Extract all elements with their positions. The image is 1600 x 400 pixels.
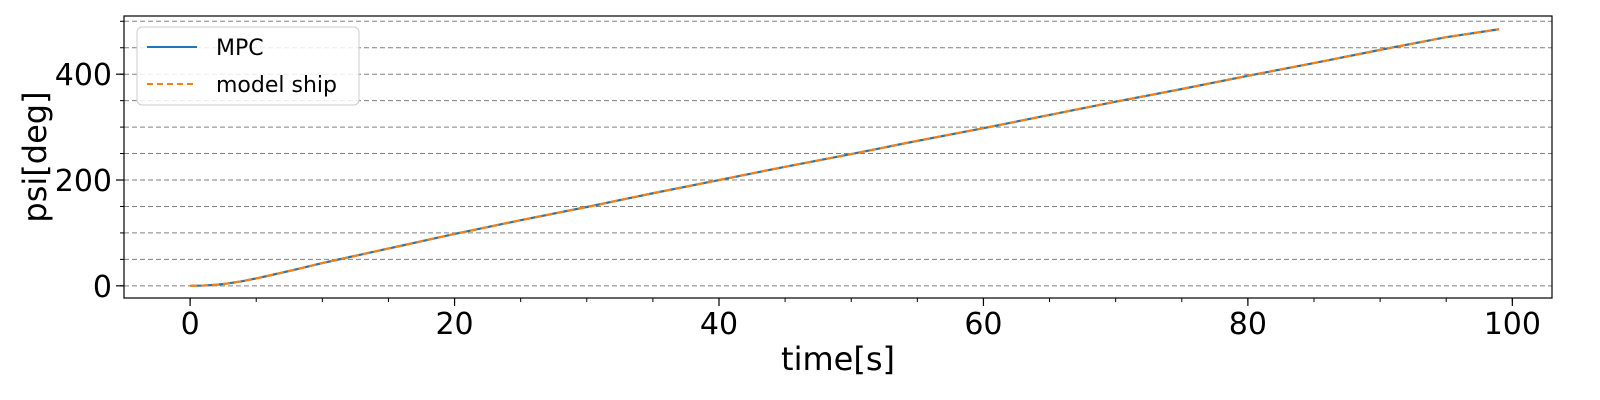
y-tick-label: 200 — [55, 164, 112, 199]
y-tick-label: 400 — [55, 58, 112, 93]
legend: MPC model ship — [136, 26, 360, 106]
x-tick-label: 40 — [700, 307, 738, 342]
x-tick-label: 80 — [1229, 307, 1267, 342]
series-line-mpc — [190, 28, 1500, 287]
x-tick-label: 60 — [964, 307, 1002, 342]
grid-lines — [124, 20, 1552, 287]
x-tick-label: 0 — [181, 307, 200, 342]
series-lines — [190, 28, 1500, 287]
plot-frame — [123, 15, 1553, 299]
axis-ticks: 0 200 400 0 20 40 60 80 100 — [55, 20, 1541, 342]
x-tick-label: 100 — [1484, 307, 1541, 342]
legend-label-model-ship: model ship — [216, 73, 337, 98]
x-tick-label: 20 — [435, 307, 473, 342]
legend-label-mpc: MPC — [216, 36, 264, 61]
y-tick-label: 0 — [93, 270, 112, 305]
y-axis-label: psi[deg] — [16, 91, 54, 222]
series-line-model-ship — [190, 28, 1500, 287]
x-axis-label: time[s] — [781, 340, 895, 378]
